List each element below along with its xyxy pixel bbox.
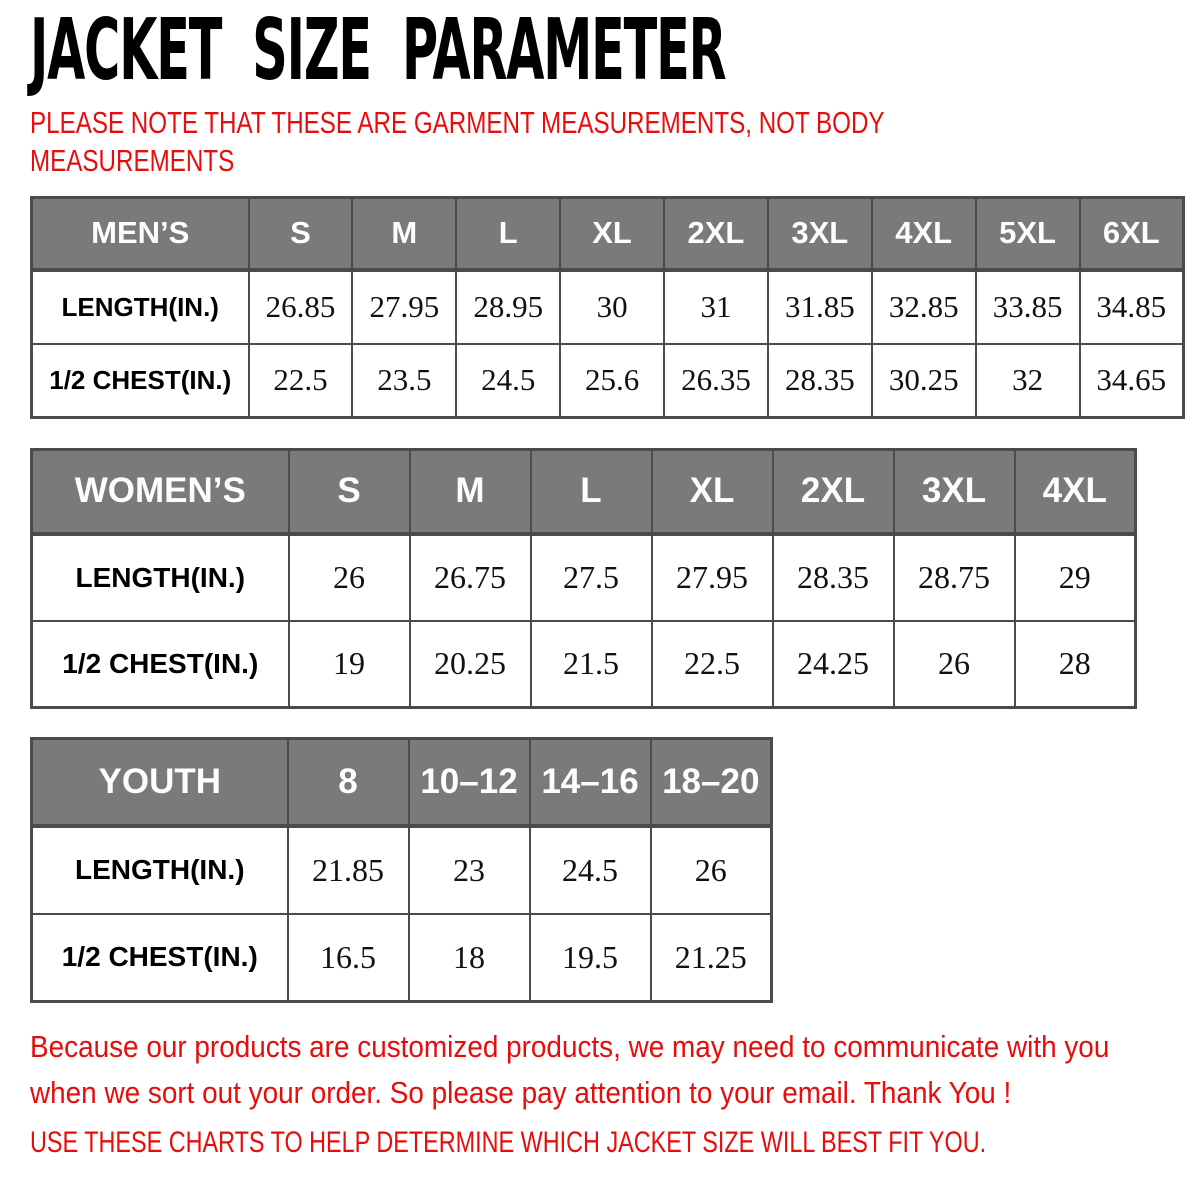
size-value: 16.5 [286, 912, 410, 1003]
size-value: 28.75 [892, 532, 1016, 622]
chart-usage-note: USE THESE CHARTS TO HELP DETERMINE WHICH… [30, 1126, 1200, 1160]
size-value: 27.95 [650, 532, 774, 622]
row-label: 1/2 CHEST(IN.) [30, 912, 289, 1003]
chart-usage-note-text: USE THESE CHARTS TO HELP DETERMINE WHICH… [30, 1126, 987, 1159]
row-label: 1/2 CHEST(IN.) [30, 342, 250, 419]
mens-size-table: MEN’S S M L XL 2XL 3XL 4XL 5XL 6XL LENGT… [30, 196, 1185, 419]
page-title: JACKET SIZE PARAMETER [30, 8, 1200, 93]
table-header-row: WOMEN’S S M L XL 2XL 3XL 4XL [30, 448, 1137, 536]
table-header-row: MEN’S S M L XL 2XL 3XL 4XL 5XL 6XL [30, 196, 1185, 272]
size-value: 31.85 [766, 268, 873, 345]
size-value: 22.5 [247, 342, 354, 419]
column-header-size: 4XL [870, 196, 977, 272]
size-value: 28.35 [766, 342, 873, 419]
column-header-size: XL [650, 448, 774, 536]
size-value: 32 [974, 342, 1081, 419]
column-header-size: M [351, 196, 458, 272]
table-row-length: LENGTH(IN.) 21.85 23 24.5 26 [30, 824, 773, 915]
column-header-size: 4XL [1013, 448, 1137, 536]
page-title-text: JACKET SIZE PARAMETER [30, 1, 727, 100]
column-header-size: 6XL [1078, 196, 1185, 272]
column-header-womens: WOMEN’S [30, 448, 290, 536]
column-header-youth: YOUTH [30, 737, 289, 828]
size-value: 28.35 [771, 532, 895, 622]
size-value: 18 [407, 912, 531, 1003]
column-header-size: 5XL [974, 196, 1081, 272]
column-header-size: 10–12 [407, 737, 531, 828]
size-value: 26 [649, 824, 773, 915]
column-header-size: 14–16 [528, 737, 652, 828]
size-value: 19.5 [528, 912, 652, 1003]
table-row-chest: 1/2 CHEST(IN.) 22.5 23.5 24.5 25.6 26.35… [30, 342, 1185, 419]
table-row-chest: 1/2 CHEST(IN.) 19 20.25 21.5 22.5 24.25 … [30, 619, 1137, 709]
size-value: 19 [287, 619, 411, 709]
size-value: 25.6 [559, 342, 665, 419]
column-header-size: 2XL [771, 448, 895, 536]
column-header-size: 2XL [663, 196, 769, 272]
size-value: 30.25 [870, 342, 977, 419]
customization-notice: Because our products are customized prod… [30, 1024, 1200, 1116]
column-header-size: 3XL [766, 196, 873, 272]
size-value: 23 [407, 824, 531, 915]
size-value: 27.95 [351, 268, 458, 345]
size-value: 20.25 [408, 619, 532, 709]
column-header-size: L [529, 448, 653, 536]
size-value: 30 [559, 268, 665, 345]
column-header-mens: MEN’S [30, 196, 250, 272]
column-header-size: L [455, 196, 562, 272]
size-value: 21.25 [649, 912, 773, 1003]
size-value: 26.35 [663, 342, 769, 419]
size-value: 29 [1013, 532, 1137, 622]
size-value: 21.85 [286, 824, 410, 915]
size-value: 27.5 [529, 532, 653, 622]
youth-size-table: YOUTH 8 10–12 14–16 18–20 LENGTH(IN.) 21… [30, 737, 773, 1003]
column-header-size: 8 [286, 737, 410, 828]
note-line-2: MEASUREMENTS [30, 143, 235, 178]
size-value: 24.5 [528, 824, 652, 915]
table-row-chest: 1/2 CHEST(IN.) 16.5 18 19.5 21.25 [30, 912, 773, 1003]
size-value: 34.65 [1078, 342, 1185, 419]
row-label: 1/2 CHEST(IN.) [30, 619, 290, 709]
row-label: LENGTH(IN.) [30, 268, 250, 345]
size-value: 21.5 [529, 619, 653, 709]
customization-notice-line-1: Because our products are customized prod… [30, 1029, 1110, 1064]
womens-size-table: WOMEN’S S M L XL 2XL 3XL 4XL LENGTH(IN.)… [30, 448, 1137, 709]
size-value: 22.5 [650, 619, 774, 709]
column-header-size: S [287, 448, 411, 536]
column-header-size: 3XL [892, 448, 1016, 536]
size-value: 33.85 [974, 268, 1081, 345]
note-line-1: PLEASE NOTE THAT THESE ARE GARMENT MEASU… [30, 105, 885, 140]
size-value: 28.95 [455, 268, 562, 345]
column-header-size: 18–20 [649, 737, 773, 828]
size-value: 34.85 [1078, 268, 1185, 345]
size-value: 26.85 [247, 268, 354, 345]
size-value: 24.5 [455, 342, 562, 419]
size-value: 28 [1013, 619, 1137, 709]
size-value: 31 [663, 268, 769, 345]
size-value: 26 [287, 532, 411, 622]
table-row-length: LENGTH(IN.) 26.85 27.95 28.95 30 31 31.8… [30, 268, 1185, 345]
column-header-size: XL [559, 196, 665, 272]
table-header-row: YOUTH 8 10–12 14–16 18–20 [30, 737, 773, 828]
garment-measurements-note: PLEASE NOTE THAT THESE ARE GARMENT MEASU… [30, 104, 1126, 180]
size-value: 26.75 [408, 532, 532, 622]
customization-notice-line-2: when we sort out your order. So please p… [30, 1075, 1012, 1110]
row-label: LENGTH(IN.) [30, 824, 289, 915]
size-value: 23.5 [351, 342, 458, 419]
size-value: 24.25 [771, 619, 895, 709]
size-value: 32.85 [870, 268, 977, 345]
table-row-length: LENGTH(IN.) 26 26.75 27.5 27.95 28.35 28… [30, 532, 1137, 622]
size-value: 26 [892, 619, 1016, 709]
column-header-size: M [408, 448, 532, 536]
column-header-size: S [247, 196, 354, 272]
row-label: LENGTH(IN.) [30, 532, 290, 622]
